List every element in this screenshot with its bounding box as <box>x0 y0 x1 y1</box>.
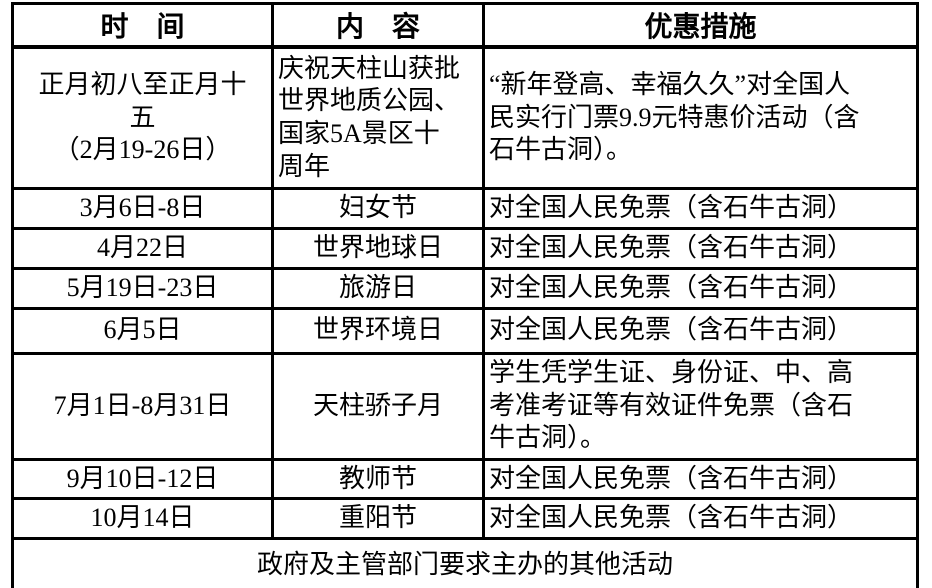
offer-cell: 学生凭学生证、身份证、中、高 考准考证等有效证件免票（含石 牛古洞）。 <box>482 351 919 461</box>
time-cell: 7月1日-8月31日 <box>11 351 274 461</box>
time-cell: 正月初八至正月十 五 （2月19-26日） <box>11 45 274 190</box>
time-line: 正月初八至正月十 <box>38 69 247 99</box>
table-row: 正月初八至正月十 五 （2月19-26日） 庆祝天柱山获批 世界地质公园、 国家… <box>11 45 919 190</box>
table-row: 10月14日 重阳节 对全国人民免票（含石牛古洞） <box>11 497 919 541</box>
table-row: 6月5日 世界环境日 对全国人民免票（含石牛古洞） <box>11 306 919 355</box>
content-cell: 教师节 <box>271 457 485 501</box>
table-row: 3月6日-8日 妇女节 对全国人民免票（含石牛古洞） <box>11 187 919 230</box>
offer-cell: 对全国人民免票（含石牛古洞） <box>482 227 919 270</box>
table-row: 9月10日-12日 教师节 对全国人民免票（含石牛古洞） <box>11 457 919 501</box>
time-line: （2月19-26日） <box>53 135 232 165</box>
time-cell: 10月14日 <box>11 497 274 541</box>
content-line: 国家5A景区十 <box>278 119 440 148</box>
content-cell: 旅游日 <box>271 266 485 310</box>
offer-line: 考准考证等有效证件免票（含石 <box>489 390 854 420</box>
offer-line: “新年登高、幸福久久”对全国人 <box>489 69 851 99</box>
content-line: 世界地质公园、 <box>278 86 461 116</box>
offer-line: 民实行门票9.9元特惠价活动（含 <box>489 102 860 132</box>
offer-cell: 对全国人民免票（含石牛古洞） <box>482 187 919 230</box>
content-cell: 天柱骄子月 <box>271 351 485 461</box>
content-line: 庆祝天柱山获批 <box>278 53 461 83</box>
offer-cell: 对全国人民免票（含石牛古洞） <box>482 457 919 501</box>
column-header-time: 时 间 <box>11 2 274 49</box>
time-line: 五 <box>129 102 156 132</box>
time-cell: 6月5日 <box>11 306 274 355</box>
offer-line: 石牛古洞）。 <box>489 135 633 165</box>
time-cell: 5月19日-23日 <box>11 266 274 310</box>
time-cell: 9月10日-12日 <box>11 457 274 501</box>
discount-schedule-table: 时 间 内 容 优惠措施 正月初八至正月十 五 （2月19-26日） 庆祝天柱山… <box>11 2 919 588</box>
offer-cell: 对全国人民免票（含石牛古洞） <box>482 266 919 310</box>
offer-cell: 对全国人民免票（含石牛古洞） <box>482 306 919 355</box>
offer-line: 牛古洞）。 <box>489 423 607 453</box>
table-row: 5月19日-23日 旅游日 对全国人民免票（含石牛古洞） <box>11 266 919 310</box>
content-cell: 世界地球日 <box>271 227 485 270</box>
offer-cell: “新年登高、幸福久久”对全国人 民实行门票9.9元特惠价活动（含 石牛古洞）。 <box>482 45 919 190</box>
footer-cell: 政府及主管部门要求主办的其他活动 <box>11 537 919 588</box>
header-row: 时 间 内 容 优惠措施 <box>11 2 919 49</box>
column-header-offer: 优惠措施 <box>482 2 919 49</box>
offer-line: 学生凭学生证、身份证、中、高 <box>489 357 854 387</box>
time-cell: 3月6日-8日 <box>11 187 274 230</box>
offer-cell: 对全国人民免票（含石牛古洞） <box>482 497 919 541</box>
content-cell: 妇女节 <box>271 187 485 230</box>
content-line: 周年 <box>278 151 331 181</box>
column-header-content: 内 容 <box>271 2 485 49</box>
content-cell: 重阳节 <box>271 497 485 541</box>
footer-row: 政府及主管部门要求主办的其他活动 <box>11 537 919 588</box>
table-row: 7月1日-8月31日 天柱骄子月 学生凭学生证、身份证、中、高 考准考证等有效证… <box>11 351 919 461</box>
content-cell: 世界环境日 <box>271 306 485 355</box>
table-row: 4月22日 世界地球日 对全国人民免票（含石牛古洞） <box>11 227 919 270</box>
time-cell: 4月22日 <box>11 227 274 270</box>
content-cell: 庆祝天柱山获批 世界地质公园、 国家5A景区十 周年 <box>271 45 485 190</box>
